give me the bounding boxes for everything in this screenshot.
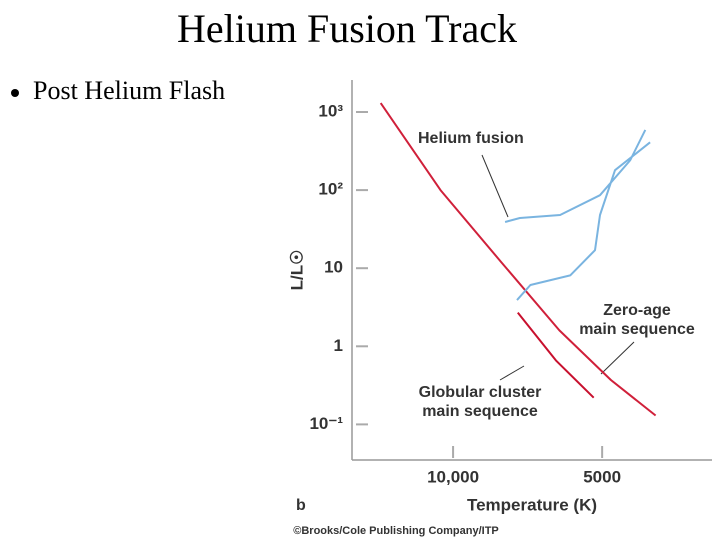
y-tick-label: 10² bbox=[318, 180, 343, 199]
pointer bbox=[600, 341, 635, 375]
y-tick-label: 1 bbox=[334, 336, 343, 355]
y-axis-label: L/L☉ bbox=[287, 250, 306, 291]
slide-title: Helium Fusion Track bbox=[177, 6, 517, 51]
annotation: main sequence bbox=[422, 403, 538, 420]
annotation: main sequence bbox=[579, 321, 695, 338]
series-line bbox=[504, 129, 651, 301]
x-axis-label: Temperature (K) bbox=[467, 495, 597, 514]
credit: ©Brooks/Cole Publishing Company/ITP bbox=[293, 525, 499, 537]
x-tick-label: 5000 bbox=[583, 467, 621, 486]
x-tick-label: 10,000 bbox=[427, 467, 479, 486]
y-tick-label: 10⁻¹ bbox=[309, 414, 343, 433]
series-line bbox=[517, 311, 595, 399]
y-tick-label: 10³ bbox=[318, 101, 343, 120]
pointer bbox=[481, 154, 509, 218]
y-tick-label: 10 bbox=[324, 258, 343, 277]
pointer bbox=[499, 365, 525, 381]
bullet-text: Post Helium Flash bbox=[33, 76, 225, 105]
annotation: Zero-age bbox=[603, 302, 671, 319]
annotation: Helium fusion bbox=[418, 130, 524, 147]
series-line bbox=[379, 102, 657, 417]
bullet-dot bbox=[11, 89, 19, 97]
panel-label: b bbox=[296, 497, 306, 514]
annotation: Globular cluster bbox=[419, 384, 542, 401]
